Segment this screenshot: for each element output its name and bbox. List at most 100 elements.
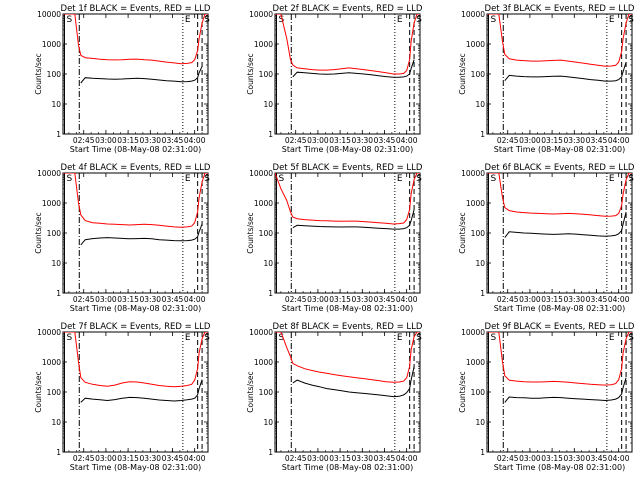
y-tick-label: 1 (268, 130, 273, 139)
detector-panel-2: Det 2f BLACK = Events, RED = LLD 1 10 100 10… (246, 4, 423, 154)
x-tick-label: 03:45 (586, 295, 608, 304)
detector-panel-6: Det 6f BLACK = Events, RED = LLD 1 10 100 10… (458, 163, 635, 313)
y-tick-label: 1 (56, 289, 61, 298)
marker-label: E (397, 174, 403, 184)
y-axis-label: Counts/sec (246, 212, 255, 253)
marker-label: E (609, 15, 615, 25)
series-line-lld (487, 332, 632, 386)
x-tick-label: 03:15 (329, 454, 351, 463)
x-tick-label: 03:15 (541, 295, 563, 304)
x-tick-label: 03:45 (586, 136, 608, 145)
x-tick-label: 03:15 (117, 454, 139, 463)
series-line-lld (275, 173, 420, 225)
x-tick-label: 03:30 (563, 136, 585, 145)
x-tick-label: 03:45 (374, 295, 396, 304)
x-tick-label: 04:00 (184, 454, 206, 463)
y-axis-label: Counts/sec (458, 371, 467, 412)
x-tick-label: 03:00 (519, 454, 541, 463)
y-tick-label: 10000 (37, 10, 61, 19)
plot-frame (486, 13, 633, 135)
x-tick-label: 03:45 (162, 295, 184, 304)
x-tick-label: 03:30 (139, 295, 161, 304)
x-tick-label: 03:00 (95, 295, 117, 304)
series-line-events (80, 379, 203, 403)
x-tick-label: 04:00 (608, 295, 630, 304)
marker-label: E (185, 333, 191, 343)
x-axis-label: Start Time (08-May-08 02:31:00) (70, 145, 201, 154)
y-tick-label: 10000 (249, 10, 273, 19)
y-axis-label: Counts/sec (458, 53, 467, 94)
x-tick-label: 03:30 (351, 454, 373, 463)
series-line-lld (487, 173, 632, 217)
marker-label: S (278, 15, 284, 25)
x-axis-label: Start Time (08-May-08 02:31:00) (282, 145, 413, 154)
y-tick-label: 10000 (461, 328, 485, 337)
x-tick-label: 03:30 (563, 295, 585, 304)
marker-label: S (628, 15, 634, 25)
marker-label: S (416, 174, 422, 184)
x-tick-label: 03:00 (307, 136, 329, 145)
x-tick-label: 04:00 (396, 136, 418, 145)
y-tick-label: 100 (47, 388, 62, 397)
marker-label: E (185, 174, 191, 184)
y-tick-label: 1000 (254, 358, 273, 367)
y-tick-label: 10000 (461, 169, 485, 178)
panel-title: Det 1f BLACK = Events, RED = LLD (61, 4, 211, 14)
x-tick-label: 03:00 (307, 454, 329, 463)
panel-title: Det 6f BLACK = Events, RED = LLD (485, 163, 635, 173)
series-line-lld (487, 14, 632, 67)
x-tick-label: 03:30 (139, 454, 161, 463)
x-tick-label: 04:00 (608, 454, 630, 463)
detector-panel-4: Det 4f BLACK = Events, RED = LLD 1 10 100 10… (34, 163, 211, 313)
marker-label: S (490, 333, 496, 343)
y-tick-label: 10000 (37, 328, 61, 337)
x-axis-label: Start Time (08-May-08 02:31:00) (70, 304, 201, 313)
x-tick-label: 02:45 (497, 454, 519, 463)
detector-panel-8: Det 8f BLACK = Events, RED = LLD 1 10 100 10… (246, 322, 423, 472)
y-tick-label: 1 (268, 289, 273, 298)
panel-title: Det 8f BLACK = Events, RED = LLD (273, 322, 423, 332)
y-tick-label: 10 (263, 100, 273, 109)
y-tick-label: 10 (263, 418, 273, 427)
y-tick-label: 1000 (466, 358, 485, 367)
series-line-events (292, 59, 415, 78)
x-tick-label: 04:00 (184, 136, 206, 145)
y-axis-label: Counts/sec (34, 371, 43, 412)
x-tick-label: 02:45 (73, 295, 95, 304)
y-tick-label: 10000 (249, 169, 273, 178)
x-tick-label: 02:45 (285, 295, 307, 304)
marker-label: E (397, 333, 403, 343)
x-tick-label: 03:45 (374, 136, 396, 145)
detector-panel-7: Det 7f BLACK = Events, RED = LLD 1 10 100 10… (34, 322, 211, 472)
y-tick-label: 100 (47, 70, 62, 79)
y-tick-label: 1000 (466, 199, 485, 208)
panel-title: Det 9f BLACK = Events, RED = LLD (485, 322, 635, 332)
y-tick-label: 10000 (249, 328, 273, 337)
plot-frame (62, 13, 209, 135)
marker-label: S (278, 174, 284, 184)
detector-panel-9: Det 9f BLACK = Events, RED = LLD 1 10 100 10… (458, 322, 635, 472)
x-tick-label: 03:00 (95, 136, 117, 145)
marker-label: E (609, 333, 615, 343)
y-tick-label: 100 (471, 229, 486, 238)
x-tick-label: 03:30 (351, 295, 373, 304)
y-tick-label: 100 (47, 229, 62, 238)
marker-label: E (397, 15, 403, 25)
series-line-lld (63, 332, 208, 388)
y-tick-label: 10 (475, 259, 485, 268)
y-tick-label: 1000 (466, 40, 485, 49)
y-axis-label: Counts/sec (34, 53, 43, 94)
y-tick-label: 100 (259, 70, 274, 79)
x-tick-label: 03:15 (541, 454, 563, 463)
x-tick-label: 03:00 (519, 136, 541, 145)
x-tick-label: 03:15 (329, 136, 351, 145)
y-tick-label: 10 (475, 418, 485, 427)
x-tick-label: 04:00 (608, 136, 630, 145)
y-tick-label: 1000 (42, 199, 61, 208)
x-tick-label: 03:45 (586, 454, 608, 463)
x-axis-label: Start Time (08-May-08 02:31:00) (494, 145, 625, 154)
x-tick-label: 03:30 (351, 136, 373, 145)
marker-label: S (66, 174, 72, 184)
panel-title: Det 5f BLACK = Events, RED = LLD (273, 163, 423, 173)
y-axis-label: Counts/sec (34, 212, 43, 253)
